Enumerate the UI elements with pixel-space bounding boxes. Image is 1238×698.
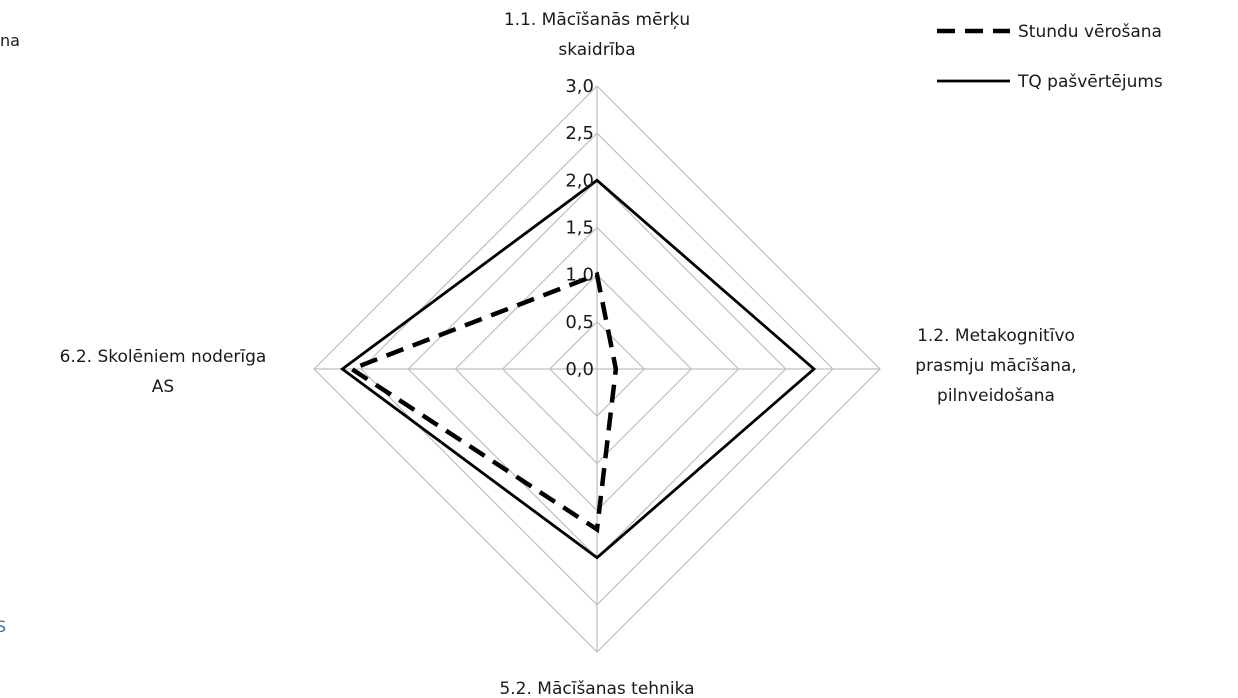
series-0-line: [346, 271, 619, 534]
tick-label-0: 0,0: [565, 359, 594, 380]
clipped-text-bottom-left: S: [0, 617, 6, 636]
series-1-line: [339, 178, 817, 560]
axis-label-2: 5.2. Mācīšanas tehnika: [499, 679, 694, 698]
tick-label-2: 1,0: [565, 265, 594, 286]
tick-label-5: 2,5: [565, 123, 594, 144]
legend: Stundu vērošana TQ pašvērtējums: [937, 22, 1163, 92]
grid: [313, 85, 881, 653]
tick-label-6: 3,0: [565, 76, 594, 97]
tick-labels: 0,0 0,5 1,0 1,5 2,0 2,5 3,0: [565, 76, 594, 380]
axis-label-0: 1.1. Mācīšanās mērķu skaidrība: [504, 10, 690, 60]
legend-label-1: TQ pašvērtējums: [1017, 72, 1163, 92]
axis-labels: 1.1. Mācīšanās mērķu skaidrība 1.2. Metako…: [60, 10, 1077, 698]
axis-label-1: 1.2. Metakognitīvo prasmju mācīšana, pilnv…: [915, 326, 1076, 406]
axis-label-3: 6.2. Skolēniem noderīga AS: [60, 347, 267, 397]
clipped-text-top-left: na: [0, 31, 20, 50]
tick-label-1: 0,5: [565, 312, 594, 333]
legend-label-0: Stundu vērošana: [1018, 22, 1162, 42]
series-group: [339, 178, 817, 560]
tick-label-3: 1,5: [565, 218, 594, 239]
tick-label-4: 2,0: [565, 170, 594, 191]
